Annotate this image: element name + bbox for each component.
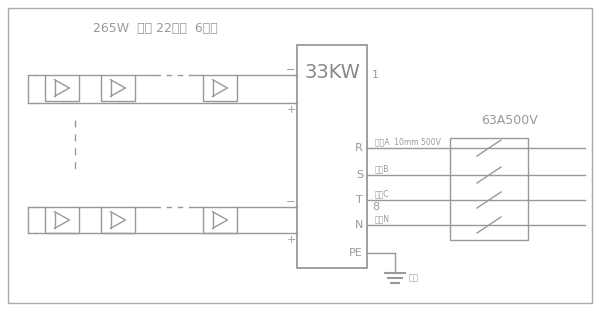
Text: 33KW: 33KW [304,63,360,82]
Text: 63A500V: 63A500V [481,114,538,127]
Bar [203,75,237,101]
Text: +: + [286,105,296,115]
Bar [101,75,135,101]
Text: 相线B: 相线B [375,165,389,174]
Bar [45,75,79,101]
Bar [45,207,79,233]
Text: S: S [356,170,363,180]
Bar [297,45,367,268]
Text: PE: PE [349,248,363,258]
Text: −: − [286,65,296,75]
Text: +: + [286,235,296,245]
Text: 相线C: 相线C [375,189,389,198]
Text: 8: 8 [372,202,379,212]
Bar [101,207,135,233]
Bar [203,207,237,233]
Text: 零线N: 零线N [375,215,390,224]
Text: 相线A  10mm 500V: 相线A 10mm 500V [375,137,441,146]
Text: 265W  组件 22串联  6并联: 265W 组件 22串联 6并联 [92,21,217,35]
Text: T: T [356,195,363,205]
Bar [450,138,528,240]
Text: −: − [286,197,296,207]
Text: N: N [355,220,363,230]
Text: 1: 1 [372,70,379,80]
Text: 地线: 地线 [409,273,419,282]
Text: R: R [355,143,363,153]
